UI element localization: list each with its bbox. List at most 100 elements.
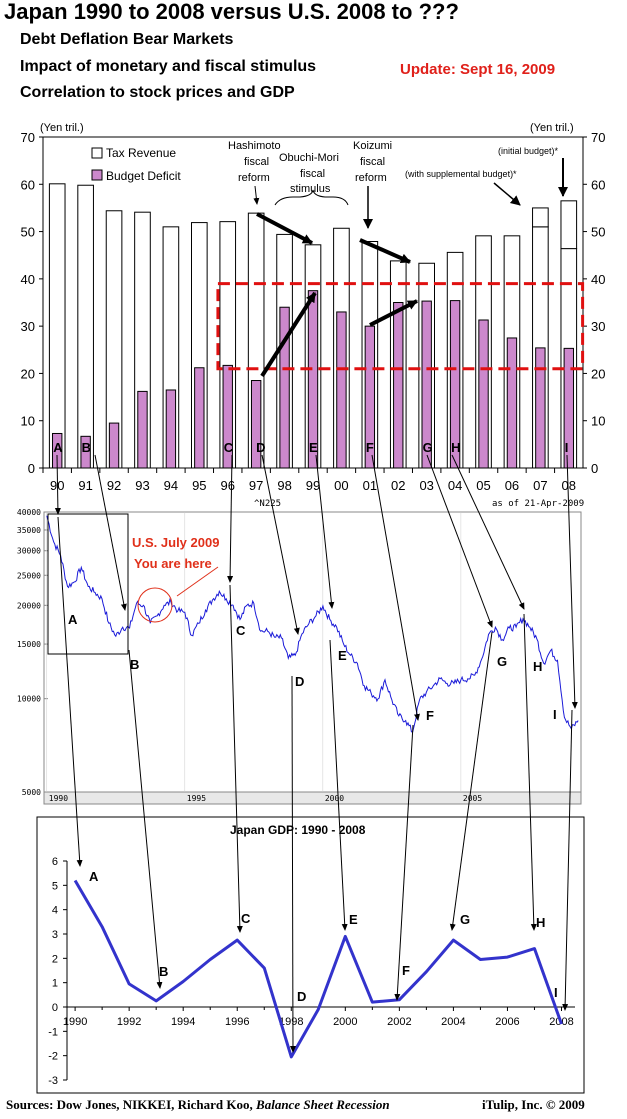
arrow-supplemental: [493, 182, 521, 206]
gdp-ytick-label: -3: [48, 1075, 58, 1087]
nikkei-series-name: ^N225: [254, 499, 281, 509]
ann-koizumi-1: Koizumi: [353, 140, 392, 152]
tax-xtick-label: 98: [277, 478, 291, 493]
gdp-ytick-label: 5: [52, 880, 58, 892]
budget-deficit-bar: [80, 435, 91, 469]
nikkei-ytick-label: 15000: [17, 640, 41, 649]
tax-ytick-label-left: 10: [21, 414, 35, 429]
gdp-xtick-label: 2002: [387, 1016, 411, 1028]
nikkei-event-label-f: F: [426, 708, 434, 723]
budget-deficit-bar: [307, 290, 319, 469]
tax-xtick-label: 05: [476, 478, 490, 493]
nikkei-ytick-label: 30000: [17, 547, 41, 556]
ann-initial-budget: (initial budget)*: [498, 146, 559, 156]
nikkei-event-label-c: C: [236, 623, 246, 638]
gdp-chart-title: Japan GDP: 1990 - 2008: [230, 823, 366, 837]
gdp-ytick-label: 4: [52, 905, 58, 917]
budget-deficit-bar: [421, 300, 432, 469]
you-are-here-label: You are here: [134, 556, 212, 571]
gdp-xtick-label: 2000: [333, 1016, 357, 1028]
tax-event-label-c: C: [224, 440, 234, 455]
ann-obuchi-2: fiscal: [300, 168, 325, 180]
legend-deficit-label: Budget Deficit: [106, 169, 181, 183]
tax-xtick-label: 00: [334, 478, 348, 493]
gdp-xtick-label: 2004: [441, 1016, 465, 1028]
gdp-event-label-f: F: [402, 963, 410, 978]
period-a-box: [47, 513, 129, 655]
connector-arrow-e1: [315, 454, 335, 609]
budget-deficit-bar: [478, 319, 489, 469]
gdp-ytick-label: 2: [52, 953, 58, 965]
tax-xtick-label: 95: [192, 478, 206, 493]
obuchi-brace: [274, 189, 349, 206]
gdp-ytick-label: 3: [52, 929, 58, 941]
legend-tax-label: Tax Revenue: [106, 146, 176, 160]
nikkei-event-label-i: I: [553, 707, 557, 722]
highlight-box: [216, 282, 585, 371]
sources-footer: Sources: Dow Jones, NIKKEI, Richard Koo,…: [6, 1097, 390, 1113]
connector-arrow-g1: [426, 454, 493, 628]
ann-obuchi-1: Obuchi-Mori: [279, 152, 339, 164]
connector-arrow-i1: [566, 454, 578, 709]
nikkei-event-label-g: G: [497, 654, 507, 669]
nikkei-event-label-b: B: [130, 657, 139, 672]
left-unit-label: (Yen tril.): [40, 122, 84, 134]
arrow-deficit-rise-1: [260, 291, 317, 378]
gdp-xtick-label: 2006: [495, 1016, 519, 1028]
tax-xtick-label: 93: [135, 478, 149, 493]
gdp-event-label-c: C: [241, 911, 251, 926]
tax-event-label-e: E: [309, 440, 318, 455]
nikkei-chart: ^N225 as of 21-Apr-2009 5000 10000 15000 20…: [17, 499, 584, 805]
tax-event-label-g: G: [423, 440, 433, 455]
gdp-ytick-label: 6: [52, 856, 58, 868]
tax-event-label-h: H: [451, 440, 460, 455]
subtitle-stimulus: Impact of monetary and fiscal stimulus: [20, 58, 317, 75]
gdp-event-label-e: E: [349, 912, 358, 927]
budget-deficit-bar: [250, 380, 262, 469]
tax-event-label-b: B: [82, 440, 91, 455]
tax-ytick-label-left: 20: [21, 366, 35, 381]
tax-xtick-label: 99: [306, 478, 320, 493]
connector-arrow-b2: [128, 649, 163, 989]
tax-xtick-label: 07: [533, 478, 547, 493]
connector-arrow-e2: [329, 639, 348, 931]
nikkei-xtick-label: 1990: [49, 794, 68, 803]
gdp-xtick-label: 1990: [63, 1016, 87, 1028]
gdp-xtick-label: 1998: [279, 1016, 303, 1028]
budget-deficit-bar: [222, 364, 233, 469]
tax-xtick-label: 92: [107, 478, 121, 493]
credit-footer: iTulip, Inc. © 2009: [482, 1097, 585, 1112]
nikkei-ytick-label: 10000: [17, 695, 41, 704]
gdp-ytick-label: 1: [52, 978, 58, 990]
connector-arrow-g2: [449, 631, 493, 931]
tax-ytick-label-right: 50: [591, 225, 605, 240]
connector-arrow-h2: [523, 613, 537, 931]
connector-arrow-c1: [227, 454, 234, 583]
connector-arrow-a1: [54, 454, 61, 515]
nikkei-as-of: as of 21-Apr-2009: [492, 499, 584, 509]
ann-hashimoto-1: Hashimoto: [228, 140, 281, 152]
tax-event-label-i: I: [565, 440, 569, 455]
subtitle-debt-deflation: Debt Deflation Bear Markets: [20, 31, 234, 48]
budget-deficit-bar: [563, 347, 574, 469]
ann-supplemental-budget: (with supplemental budget)*: [405, 169, 517, 179]
gdp-xtick-label: 1994: [171, 1016, 195, 1028]
nikkei-xtick-label: 1995: [187, 794, 206, 803]
gdp-ytick-label: 0: [52, 1002, 58, 1014]
ann-hashimoto-2: fiscal: [244, 156, 269, 168]
sources-text: Sources: Dow Jones, NIKKEI, Richard Koo,: [6, 1097, 257, 1112]
legend-tax-swatch: [91, 147, 103, 159]
tax-xtick-label: 06: [505, 478, 519, 493]
tax-revenue-bar: [77, 184, 94, 469]
nikkei-xtick-label: 2005: [463, 794, 482, 803]
nikkei-event-label-d: D: [295, 674, 304, 689]
arrow-tax-decline-1: [256, 212, 313, 245]
tax-xtick-label: 91: [78, 478, 92, 493]
nikkei-event-label-h: H: [533, 659, 542, 674]
tax-ytick-label-left: 60: [21, 177, 35, 192]
gdp-line: [73, 879, 563, 1059]
budget-deficit-bar: [108, 422, 120, 469]
subtitle-correlation: Correlation to stock prices and GDP: [20, 84, 295, 101]
gdp-ytick-label: -2: [48, 1051, 58, 1063]
